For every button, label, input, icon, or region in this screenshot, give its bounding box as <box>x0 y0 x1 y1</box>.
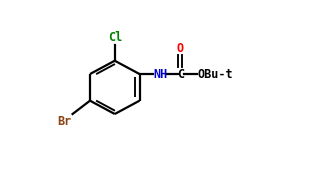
Text: O: O <box>177 42 184 55</box>
Text: C: C <box>177 67 184 81</box>
Text: Br: Br <box>57 115 72 128</box>
Text: Cl: Cl <box>108 31 122 44</box>
Text: OBu-t: OBu-t <box>197 67 233 81</box>
Text: NH: NH <box>154 67 168 81</box>
